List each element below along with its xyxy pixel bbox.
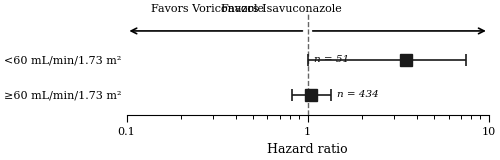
Text: Favors Isavuconazole: Favors Isavuconazole <box>222 4 342 14</box>
X-axis label: Hazard ratio: Hazard ratio <box>268 143 348 156</box>
Text: n = 434: n = 434 <box>337 90 378 99</box>
Text: n = 51: n = 51 <box>314 55 349 64</box>
Text: Favors Voriconazole: Favors Voriconazole <box>151 4 264 14</box>
